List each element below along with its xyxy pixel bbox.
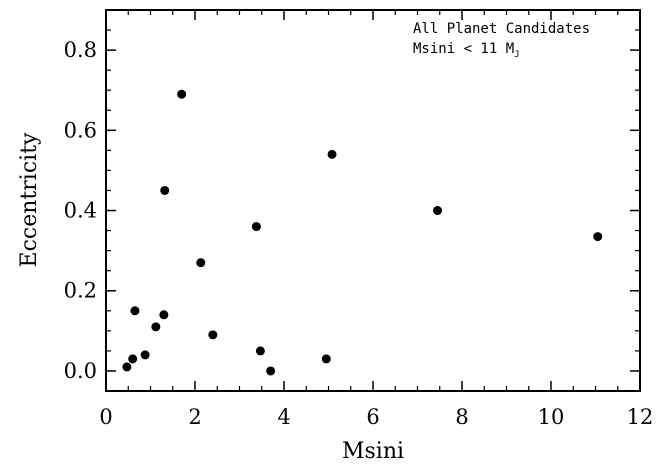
data-point [122,362,132,372]
data-point [160,185,170,195]
axis-ticks [105,9,641,392]
data-point [321,354,331,364]
annotation-line-2-main: Msini < 11 M [413,41,514,57]
data-point [177,89,187,99]
x-axis-label: Msini [342,439,404,464]
annotation-line-2: Msini < 11 MJ [413,41,520,60]
x-tick-label: 12 [627,405,654,429]
y-tick-label: 0.6 [64,118,97,142]
y-tick-label: 0.4 [64,199,97,223]
data-point [159,310,169,320]
data-points [122,89,603,376]
data-point [593,232,603,242]
data-point [433,206,443,216]
x-tick-label: 10 [538,405,565,429]
y-tick-label: 0.8 [64,38,97,62]
data-point [208,330,218,340]
data-point [196,258,206,268]
data-point [140,350,150,360]
data-point [128,354,138,364]
y-axis-label: Eccentricity [17,132,42,267]
y-tick-label: 0.2 [64,279,97,303]
x-tick-label: 6 [366,405,379,429]
x-tick-label: 8 [455,405,468,429]
annotation-subscript: J [514,50,519,60]
tick-labels: 0 2 4 6 8 10 12 0.0 0.2 0.4 0.6 0.8 [64,38,654,429]
x-tick-label: 2 [188,405,201,429]
data-point [327,149,337,159]
data-point [266,366,276,376]
data-point [130,306,140,316]
annotation-line-1: All Planet Candidates [413,21,590,37]
data-point [255,346,265,356]
plot-frame [105,9,641,392]
x-tick-label: 4 [277,405,290,429]
y-tick-label: 0.0 [64,359,97,383]
x-tick-label: 0 [99,405,112,429]
data-point [251,222,261,232]
data-point [151,322,161,332]
